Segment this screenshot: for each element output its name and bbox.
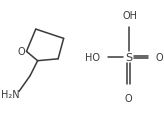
Text: H₂N: H₂N <box>1 89 20 99</box>
Text: O: O <box>156 53 163 62</box>
Text: OH: OH <box>122 11 137 21</box>
Text: O: O <box>18 47 26 57</box>
Text: S: S <box>125 53 132 62</box>
Text: O: O <box>125 93 133 103</box>
Text: HO: HO <box>85 53 100 62</box>
